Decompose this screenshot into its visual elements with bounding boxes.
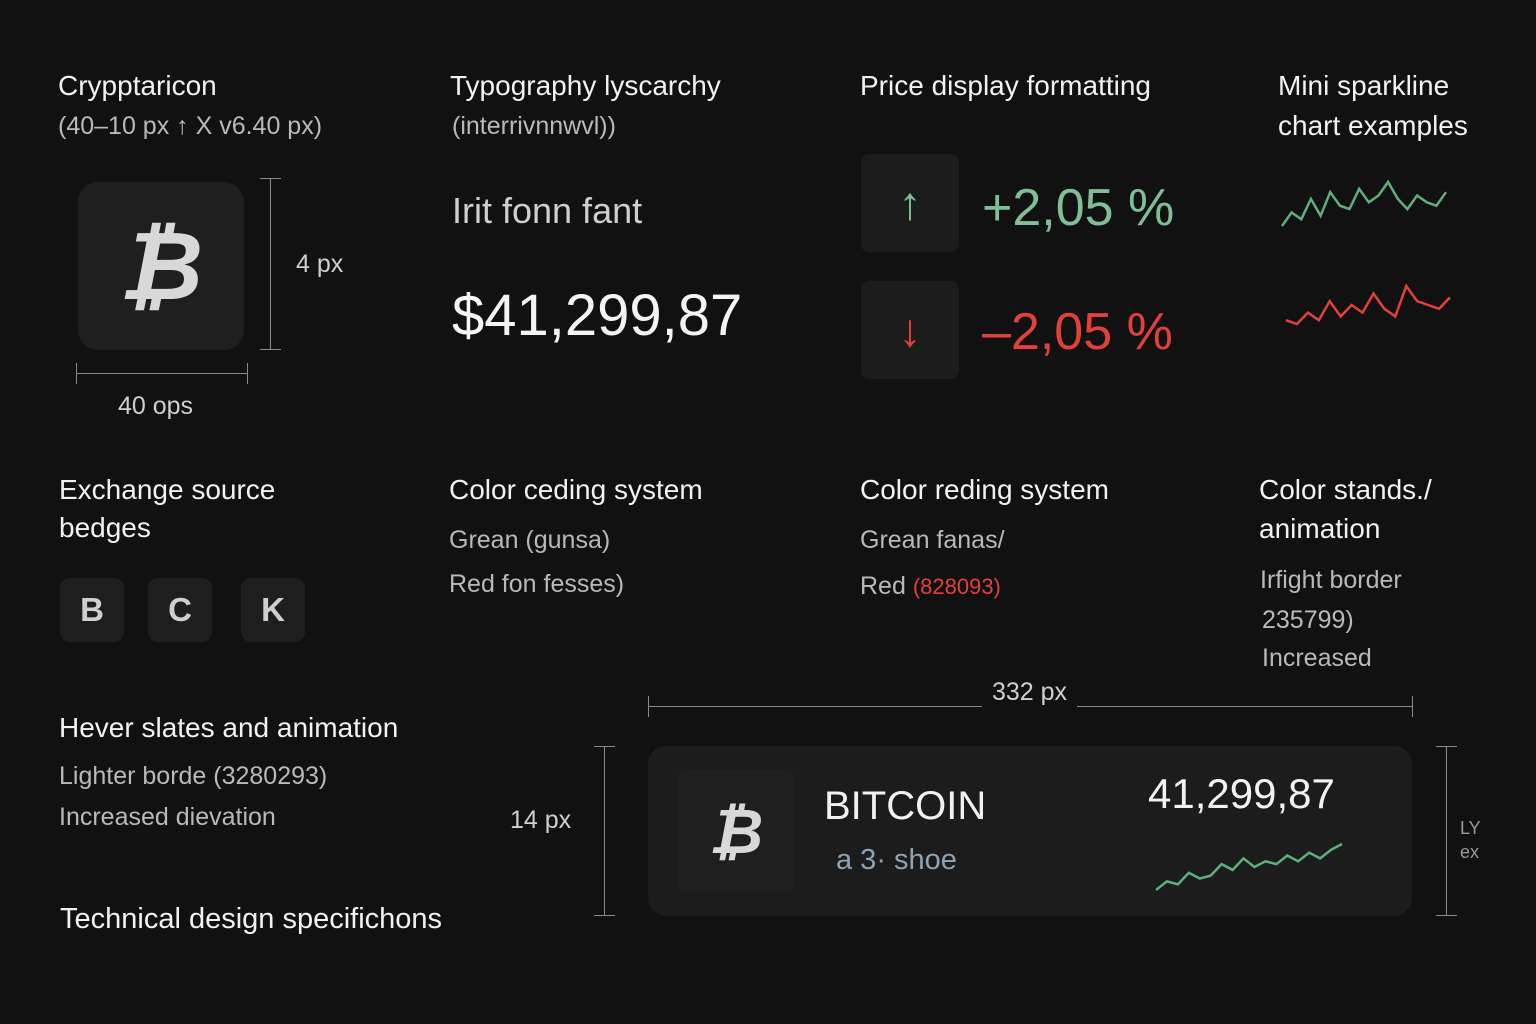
- hover-title: Hever slates and animation: [59, 712, 399, 743]
- hover-line1: Lighter borde (3280293): [59, 762, 328, 790]
- color-coding-b-line1: Grean fanas/: [860, 526, 1005, 554]
- color-coding-a-line2: Red fon fesses): [449, 570, 625, 598]
- card-height-dimension-line-left: [594, 746, 615, 916]
- card-width-label: 332 px: [982, 678, 1078, 707]
- card-height-dimension-line-right: [1436, 746, 1457, 916]
- card-coin-subtitle: a 3· shoe: [836, 844, 957, 876]
- card-right-label-line1: LY: [1460, 818, 1481, 838]
- card-sparkline-chart: [1155, 842, 1343, 891]
- color-coding-a-line1: Grean (gunsa): [449, 526, 611, 554]
- arrow-down-icon: ↓: [861, 281, 959, 379]
- color-coding-b-line2: Red (828093): [860, 566, 1001, 607]
- card-right-label-line2: ex: [1460, 842, 1480, 862]
- sparkline-title-line1: Mini sparkline: [1278, 70, 1450, 101]
- icon-height-dimension-line: [260, 178, 281, 350]
- card-icon-tile: ₿: [678, 770, 794, 892]
- icon-width-dimension-line: [76, 363, 248, 384]
- color-stands-line2: 235799): [1262, 606, 1354, 634]
- font-sample-text: Irit fonn fant: [452, 190, 643, 231]
- sparkline-red-line: [1285, 283, 1451, 326]
- color-stands-title-line2: animation: [1259, 513, 1381, 544]
- icon-width-label: 40 ops: [118, 392, 194, 420]
- sparkline-title-line2: chart examples: [1278, 110, 1468, 141]
- exchange-badge-b[interactable]: B: [60, 578, 124, 642]
- exchange-title-line1: Exchange source: [59, 474, 276, 505]
- sparkline-green-chart: [1280, 179, 1448, 227]
- color-coding-b-red-value: (828093): [912, 574, 1001, 599]
- price-format-title: Price display formatting: [860, 70, 1152, 101]
- color-coding-a-title: Color ceding system: [449, 474, 703, 505]
- bitcoin-icon: ₿: [118, 210, 204, 322]
- icon-section-subtitle: (40–10 px ↑ X v6.40 px): [58, 112, 323, 140]
- icon-height-label: 4 px: [296, 250, 344, 278]
- crypto-icon-tile: ₿: [78, 182, 244, 350]
- typography-title: Typography lyscarchy: [450, 70, 721, 101]
- hover-line2: Increased dievation: [59, 803, 276, 831]
- exchange-badge-k[interactable]: K: [241, 578, 305, 642]
- color-stands-line3: Increased: [1262, 644, 1372, 672]
- card-sparkline-line: [1155, 842, 1343, 891]
- card-coin-name: BITCOIN: [824, 784, 987, 828]
- exchange-title-line2: bedges: [59, 512, 151, 543]
- color-stands-title-line1: Color stands./: [1259, 474, 1432, 505]
- icon-section-title: Crypptaricon: [58, 70, 217, 101]
- typography-subtitle: (interrivnnwvl)): [452, 112, 616, 140]
- bitcoin-icon: ₿: [708, 794, 764, 868]
- price-sample-text: $41,299,87: [452, 283, 743, 348]
- price-change-down: –2,05 %: [982, 303, 1173, 361]
- exchange-badge-c[interactable]: C: [148, 578, 212, 642]
- technical-specs-title: Technical design specifichons: [60, 903, 443, 935]
- sparkline-green-line: [1280, 179, 1448, 227]
- card-height-label: 14 px: [510, 806, 572, 834]
- color-coding-b-title: Color reding system: [860, 474, 1109, 505]
- price-change-up: +2,05 %: [982, 179, 1175, 237]
- color-stands-line1: Irfight border: [1260, 566, 1402, 594]
- crypto-price-card[interactable]: ₿ BITCOIN a 3· shoe 41,299,87: [648, 746, 1412, 916]
- color-coding-b-red-label: Red: [860, 572, 913, 600]
- sparkline-red-chart: [1285, 283, 1451, 326]
- arrow-up-icon: ↑: [861, 154, 959, 252]
- card-price: 41,299,87: [1148, 770, 1335, 817]
- card-right-label: LY ex: [1460, 816, 1481, 864]
